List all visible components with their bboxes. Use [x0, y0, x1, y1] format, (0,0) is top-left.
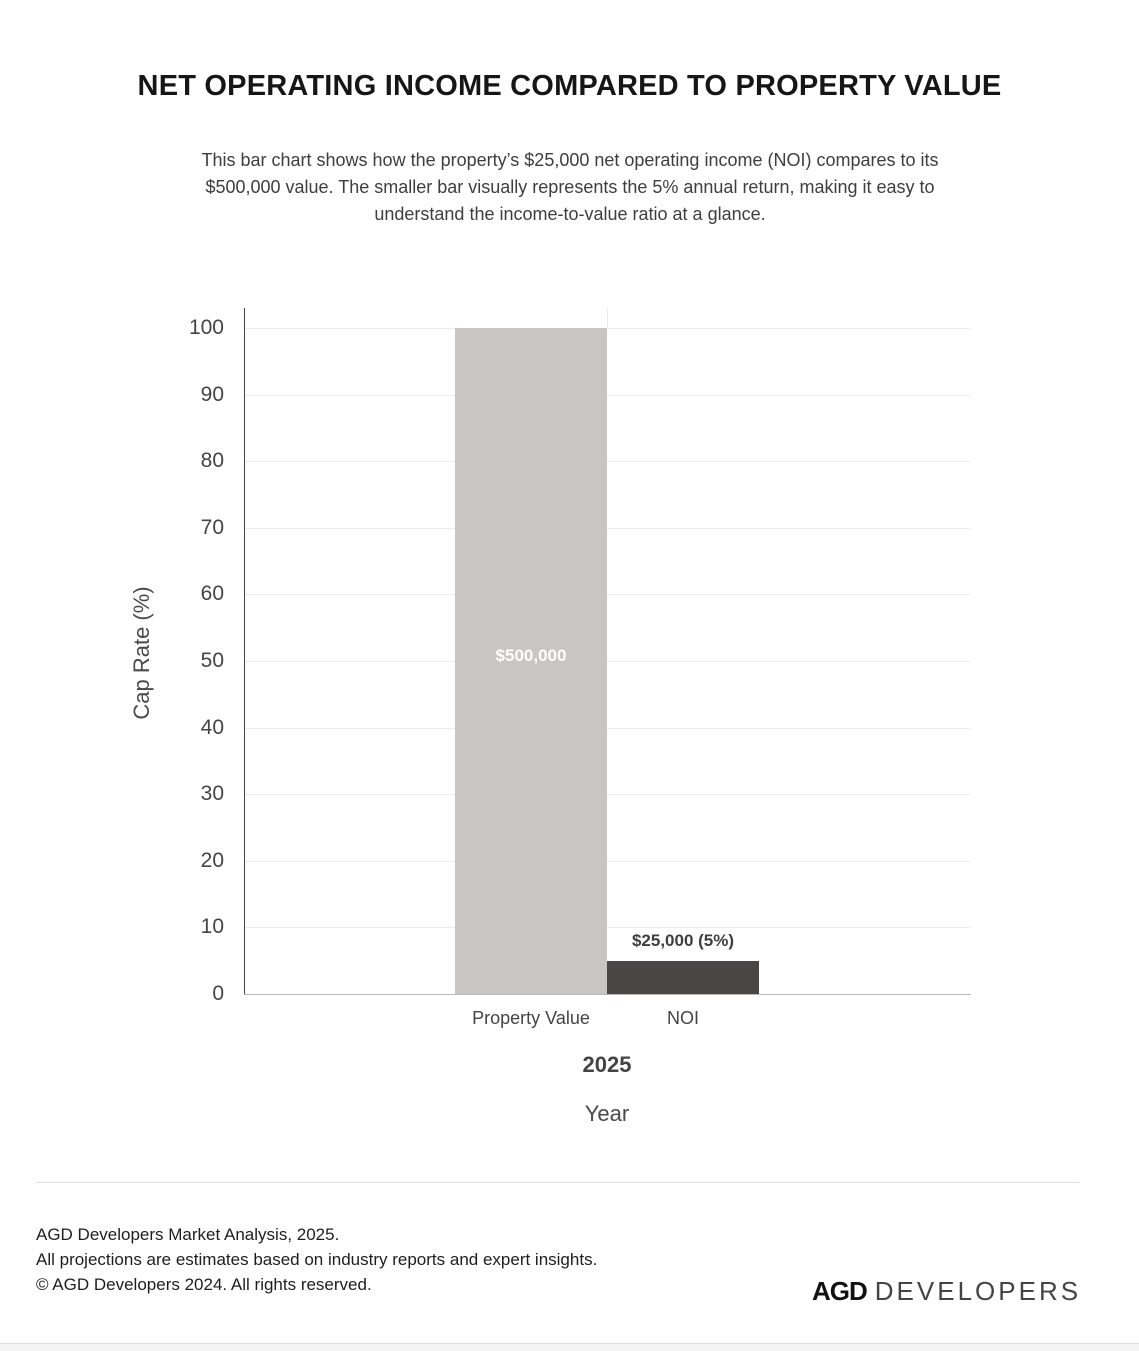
bottom-rule [0, 1343, 1139, 1351]
company-logo: AGD DEVELOPERS [812, 1276, 1081, 1307]
y-tick-100: 100 [188, 316, 224, 339]
y-axis-line [244, 308, 245, 995]
gridline-100 [244, 328, 970, 329]
y-tick-50: 50 [200, 649, 224, 672]
y-tick-40: 40 [200, 715, 224, 739]
gridline-20 [244, 860, 970, 862]
gridline-90 [244, 394, 970, 396]
y-tick-60: 60 [200, 582, 224, 606]
chart-title: NET OPERATING INCOME COMPARED TO PROPERT… [137, 70, 1002, 102]
gridline-60 [244, 594, 970, 596]
x-axis-label: Year [584, 1101, 630, 1126]
bar-label-property-value: $500,000 [495, 646, 567, 665]
y-tick-70: 70 [200, 515, 224, 539]
y-tick-30: 30 [200, 782, 224, 806]
bar-property-value [455, 328, 607, 994]
y-tick-80: 80 [200, 449, 224, 473]
y-tick-0: 0 [212, 982, 224, 1005]
gridline-30 [244, 794, 970, 796]
gridline-50 [244, 661, 970, 662]
x-group-label: 2025 [582, 1052, 632, 1077]
y-tick-20: 20 [200, 848, 224, 872]
footer-divider [36, 1182, 1079, 1183]
footer-disclaimer: All projections are estimates based on i… [36, 1250, 598, 1269]
gridline-10 [244, 927, 970, 929]
gridline-40 [244, 727, 970, 729]
chart-description: This bar chart shows how the property’s … [201, 150, 939, 224]
gridline-70 [244, 527, 970, 529]
plot-area [244, 308, 970, 994]
logo-text: DEVELOPERS [874, 1276, 1082, 1306]
vertical-gridline [607, 308, 608, 328]
gridline-80 [244, 461, 970, 463]
x-tick-property-value: Property Value [472, 1008, 590, 1028]
y-tick-90: 90 [200, 382, 224, 406]
x-axis-line [244, 994, 971, 995]
x-tick-noi: NOI [666, 1008, 699, 1028]
y-axis-label: Cap Rate (%) [129, 586, 154, 720]
logo-mark: AGD [812, 1276, 868, 1306]
footer-source: AGD Developers Market Analysis, 2025. [36, 1225, 340, 1244]
footer-copyright: © AGD Developers 2024. All rights reserv… [36, 1275, 372, 1294]
bar-noi [607, 961, 759, 994]
bar-label-noi: $25,000 (5%) [631, 931, 735, 950]
y-tick-10: 10 [200, 915, 224, 939]
